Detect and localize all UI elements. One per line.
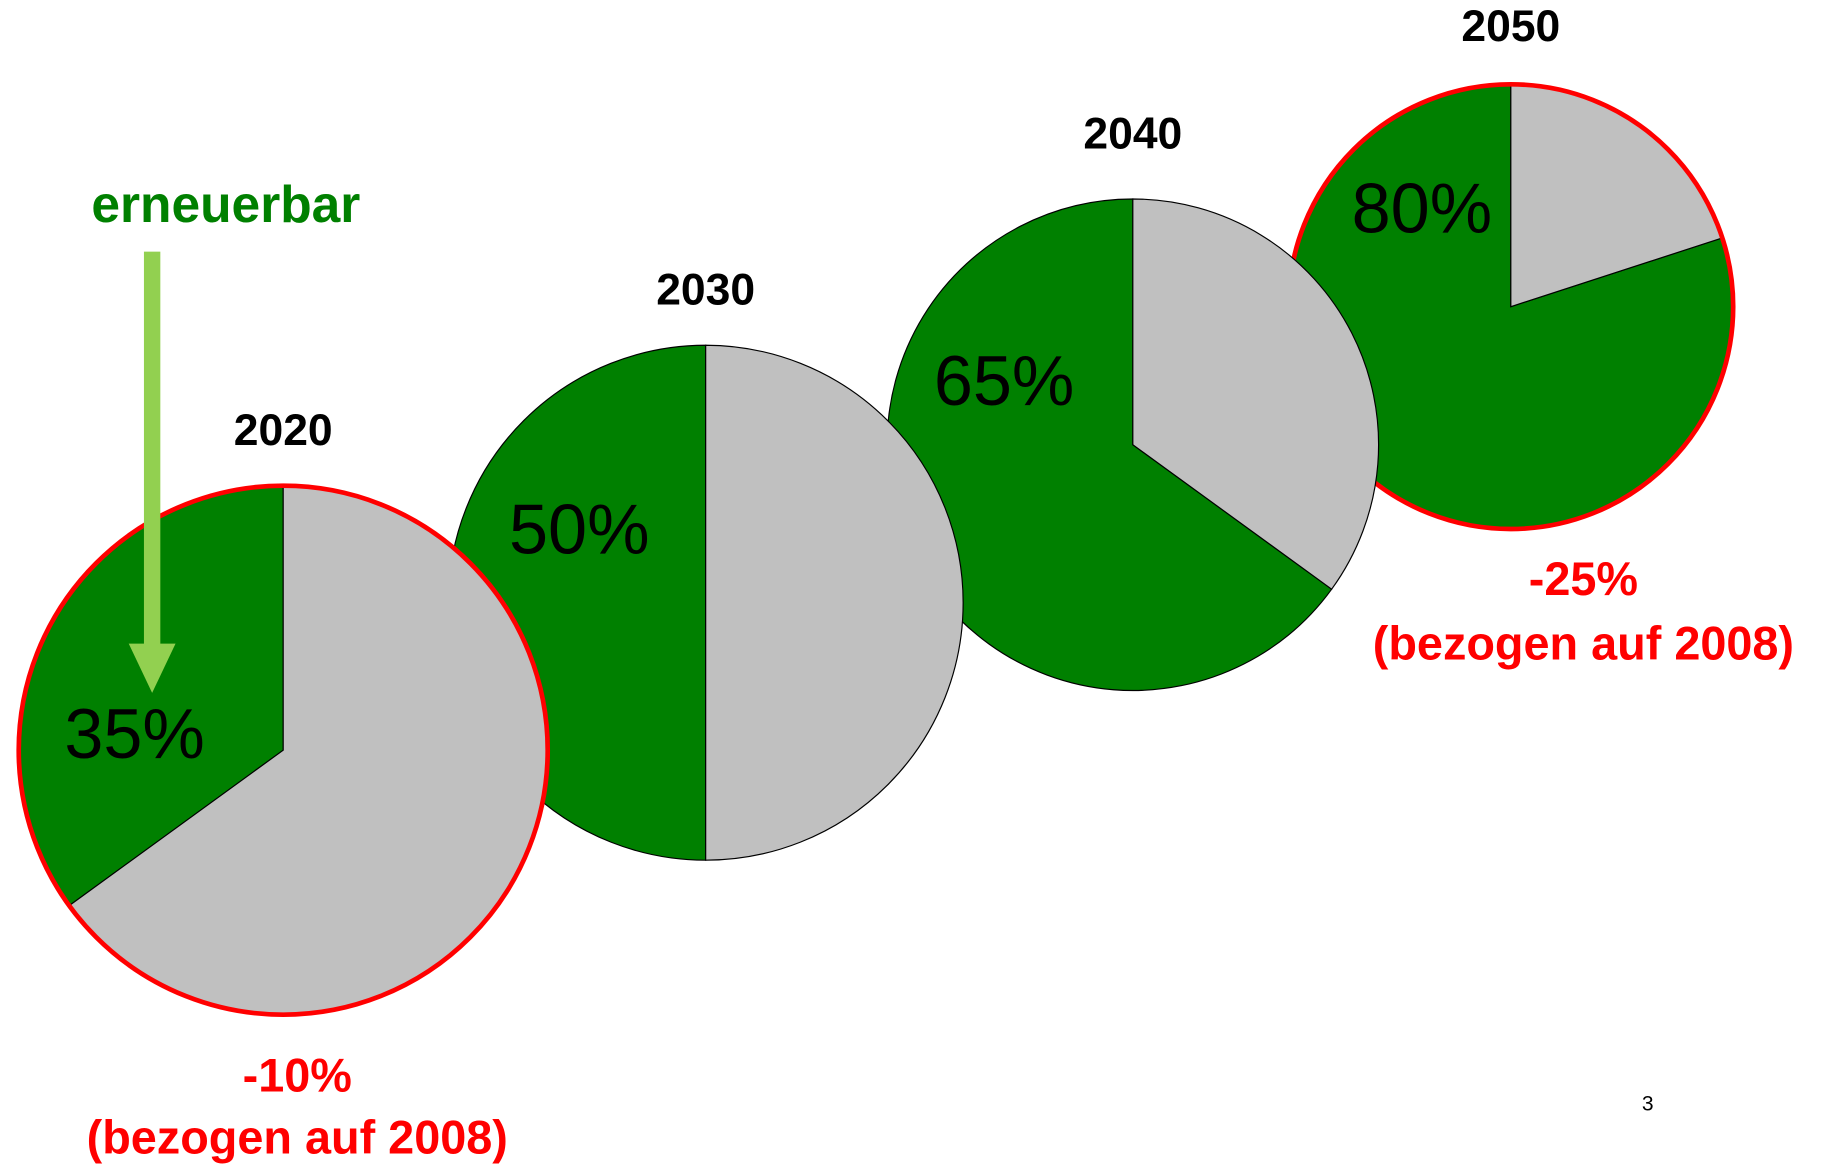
pointer-arrow-head: [128, 643, 176, 693]
pie-slice: [705, 344, 964, 861]
page-number: 3: [1642, 1092, 1654, 1115]
value-label: 65%: [934, 341, 1075, 420]
annotation: (bezogen auf 2008): [1373, 618, 1794, 670]
value-label: 50%: [509, 489, 650, 568]
pie-chart: 2040 65%: [886, 110, 1380, 692]
value-label: 80%: [1352, 169, 1493, 248]
pie-slice: [1132, 198, 1380, 591]
pointer-arrow-shaft: [143, 251, 161, 648]
annotation: (bezogen auf 2008): [87, 1111, 508, 1163]
pie-title: 2030: [656, 265, 755, 314]
annotation: -25%: [1529, 553, 1638, 605]
value-label: 35%: [64, 694, 205, 773]
pie-title: 2050: [1461, 2, 1560, 51]
pie-chart: 2020 35% -10% (bezogen auf 2008): [16, 406, 551, 1163]
highlight-ring: [16, 483, 551, 1018]
pointer-label: erneuerbar: [91, 175, 360, 233]
pie-chart: 2050 80% -25% (bezogen auf 2008): [1286, 2, 1794, 670]
annotation: -10%: [243, 1049, 352, 1101]
pie-title: 2020: [234, 406, 333, 455]
pie-title: 2040: [1083, 110, 1182, 159]
